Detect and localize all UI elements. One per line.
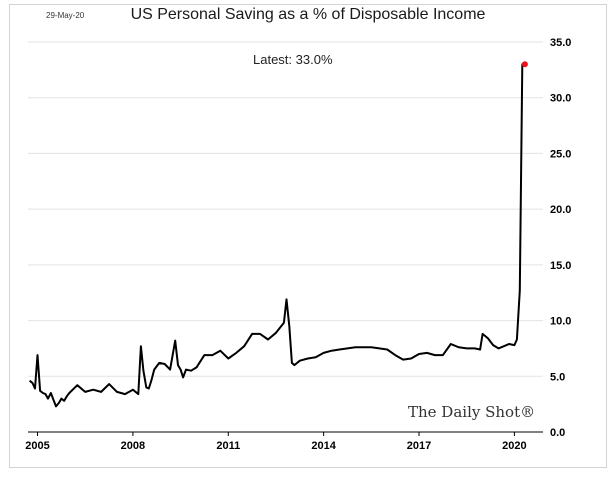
- y-axis-ticks: 0.0 5.0 10.0 15.0 20.0 25.0 30.0 35.0: [550, 37, 571, 439]
- x-tick-label: 2011: [216, 440, 240, 452]
- x-axis-ticks: 2005 2008 2011 2014 2017 2020: [25, 432, 527, 452]
- chart-frame: [9, 4, 607, 468]
- latest-annotation-text: Latest: 33.0%: [253, 52, 333, 67]
- series-layer: [28, 61, 528, 408]
- y-tick-label: 10.0: [550, 316, 571, 328]
- y-tick-label: 20.0: [550, 204, 571, 216]
- x-tick-label: 2014: [311, 440, 336, 452]
- y-tick-label: 30.0: [550, 93, 571, 105]
- y-tick-label: 5.0: [550, 371, 565, 383]
- x-tick-label: 2020: [502, 440, 526, 452]
- latest-point-marker: [521, 61, 528, 68]
- x-tick-label: 2008: [121, 440, 145, 452]
- chart-title: US Personal Saving as a % of Disposable …: [130, 6, 486, 23]
- x-tick-label: 2005: [25, 440, 49, 452]
- y-tick-label: 0.0: [550, 427, 565, 439]
- series-line: [28, 63, 525, 408]
- y-tick-label: 35.0: [550, 37, 571, 49]
- x-tick-label: 2017: [407, 440, 431, 452]
- y-tick-label: 15.0: [550, 260, 571, 272]
- watermark-logo: The Daily Shot®: [408, 403, 536, 421]
- gridlines: [28, 41, 543, 377]
- date-label: 29-May-20: [46, 11, 85, 20]
- y-tick-label: 25.0: [550, 148, 571, 160]
